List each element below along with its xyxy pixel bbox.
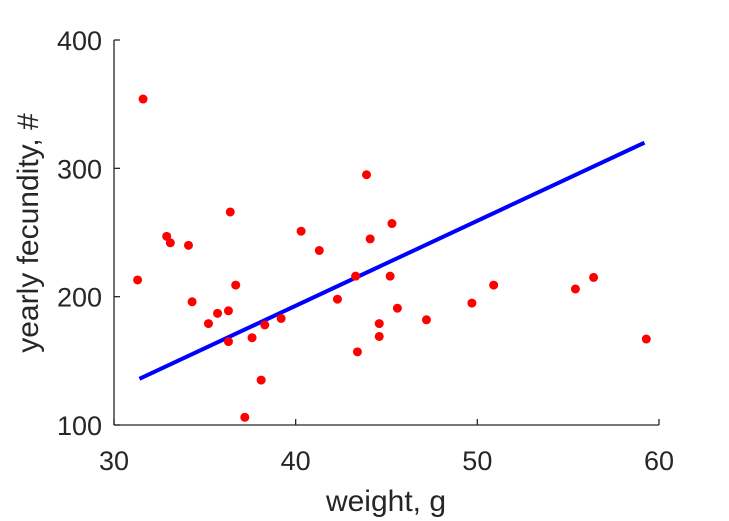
y-tick-label: 400 <box>57 26 102 56</box>
data-point <box>296 226 306 236</box>
data-point <box>570 284 580 294</box>
y-tick-label: 200 <box>57 283 102 313</box>
x-tick-label: 50 <box>462 446 492 476</box>
x-tick-label: 30 <box>99 446 129 476</box>
data-point <box>183 240 193 250</box>
data-points <box>133 94 651 422</box>
fit-line-layer <box>138 140 646 381</box>
data-point <box>332 294 342 304</box>
data-point <box>467 298 477 308</box>
data-point <box>165 238 175 248</box>
data-point <box>589 272 599 282</box>
x-tick-label: 40 <box>281 446 311 476</box>
data-point <box>133 275 143 285</box>
regression-line <box>138 140 646 381</box>
data-point <box>392 303 402 313</box>
data-point <box>362 170 372 180</box>
x-tick-label: 60 <box>644 446 674 476</box>
data-point <box>374 319 384 329</box>
data-point <box>203 319 213 329</box>
data-point <box>256 375 266 385</box>
data-point <box>365 234 375 244</box>
data-point <box>351 271 361 281</box>
data-point <box>641 334 651 344</box>
x-axis-label: weight, g <box>325 485 446 518</box>
data-point <box>314 245 324 255</box>
data-point <box>421 315 431 325</box>
data-point <box>240 412 250 422</box>
ticks: 30 40 50 60 100 200 300 400 <box>57 26 674 476</box>
data-point <box>247 333 257 343</box>
data-point <box>352 347 362 357</box>
data-point <box>225 207 235 217</box>
y-tick-label: 300 <box>57 154 102 184</box>
data-point <box>489 280 499 290</box>
data-point <box>276 313 286 323</box>
axes <box>113 40 659 426</box>
data-point <box>374 331 384 341</box>
data-point <box>223 337 233 347</box>
data-point <box>138 94 148 104</box>
data-point <box>260 320 270 330</box>
y-tick-label: 100 <box>57 411 102 441</box>
data-point <box>231 280 241 290</box>
data-point <box>187 297 197 307</box>
data-point <box>385 271 395 281</box>
data-point <box>213 308 223 318</box>
data-point <box>223 306 233 316</box>
data-point <box>387 219 397 229</box>
y-axis-label: yearly fecundity, # <box>12 113 45 353</box>
